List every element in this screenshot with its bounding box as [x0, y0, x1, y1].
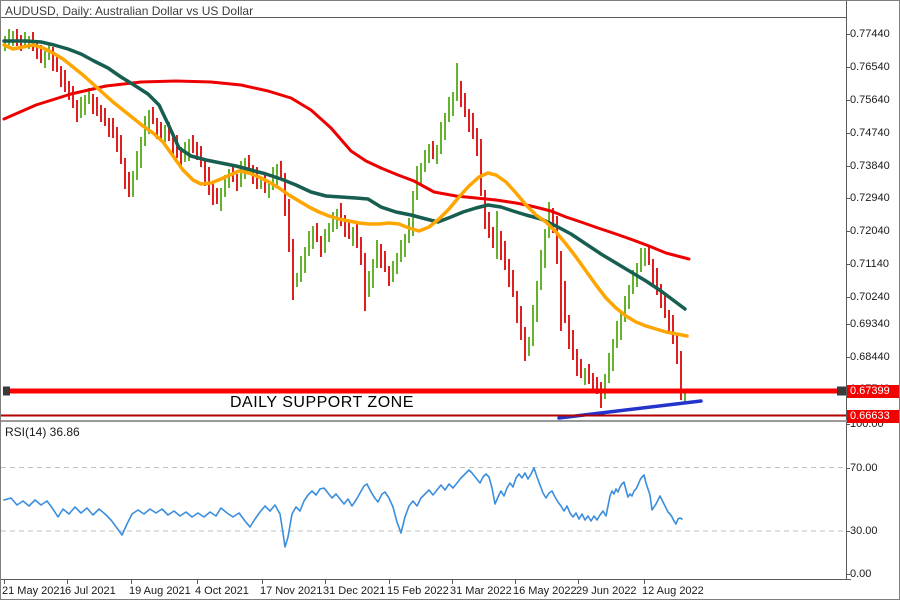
- date-axis-label: 29 Jun 2022: [576, 585, 637, 597]
- date-axis-label: 12 Aug 2022: [642, 585, 704, 597]
- line-handle-right[interactable]: [837, 386, 846, 396]
- ma-teal-line: [2, 39, 687, 311]
- price-badge-support: 0.67399: [847, 385, 899, 398]
- price-axis-label: 0.70240: [850, 291, 890, 303]
- price-axis-label: 0.68440: [850, 351, 890, 363]
- price-badge-lower: 0.66633: [847, 410, 899, 423]
- date-axis-label: 15 Feb 2022: [387, 585, 449, 597]
- chart-title: AUDUSD, Daily: Australian Dollar vs US D…: [5, 4, 254, 18]
- price-axis-label: 0.74740: [850, 127, 890, 139]
- rsi-line: [3, 467, 683, 548]
- date-axis-label: 4 Oct 2021: [195, 585, 249, 597]
- date-axis-label: 6 Jul 2021: [65, 585, 116, 597]
- date-axis-label: 31 Dec 2021: [323, 585, 386, 597]
- rsi-indicator-label: RSI(14) 36.86: [5, 425, 80, 439]
- date-axis-label: 21 May 2021: [2, 585, 66, 597]
- price-axis-label: 0.69340: [850, 318, 890, 330]
- price-axis-label: 0.75640: [850, 94, 890, 106]
- date-axis-label: 16 May 2022: [513, 585, 577, 597]
- price-axis-label: 0.72040: [850, 225, 890, 237]
- line-handle-left[interactable]: [3, 386, 10, 396]
- price-axis-label: 0.76540: [850, 61, 890, 73]
- price-axis-label: 0.71140: [850, 258, 889, 270]
- date-axis-label: 31 Mar 2022: [450, 585, 512, 597]
- rsi-axis-label: 30.00: [850, 525, 878, 537]
- ma-orange-line: [2, 43, 689, 338]
- price-axis-label: 0.72940: [850, 192, 890, 204]
- rsi-axis-label: 70.00: [850, 462, 878, 474]
- rsi-axis-label: 0.00: [850, 568, 872, 580]
- support-zone-annotation[interactable]: DAILY SUPPORT ZONE: [230, 394, 414, 411]
- date-axis-label: 17 Nov 2021: [260, 585, 323, 597]
- ma-red-line: [2, 79, 691, 261]
- panel-separator[interactable]: [1, 420, 899, 422]
- price-axis-label: 0.73840: [850, 160, 890, 172]
- price-axis-label: 0.77440: [850, 28, 890, 40]
- date-axis-label: 19 Aug 2021: [129, 585, 191, 597]
